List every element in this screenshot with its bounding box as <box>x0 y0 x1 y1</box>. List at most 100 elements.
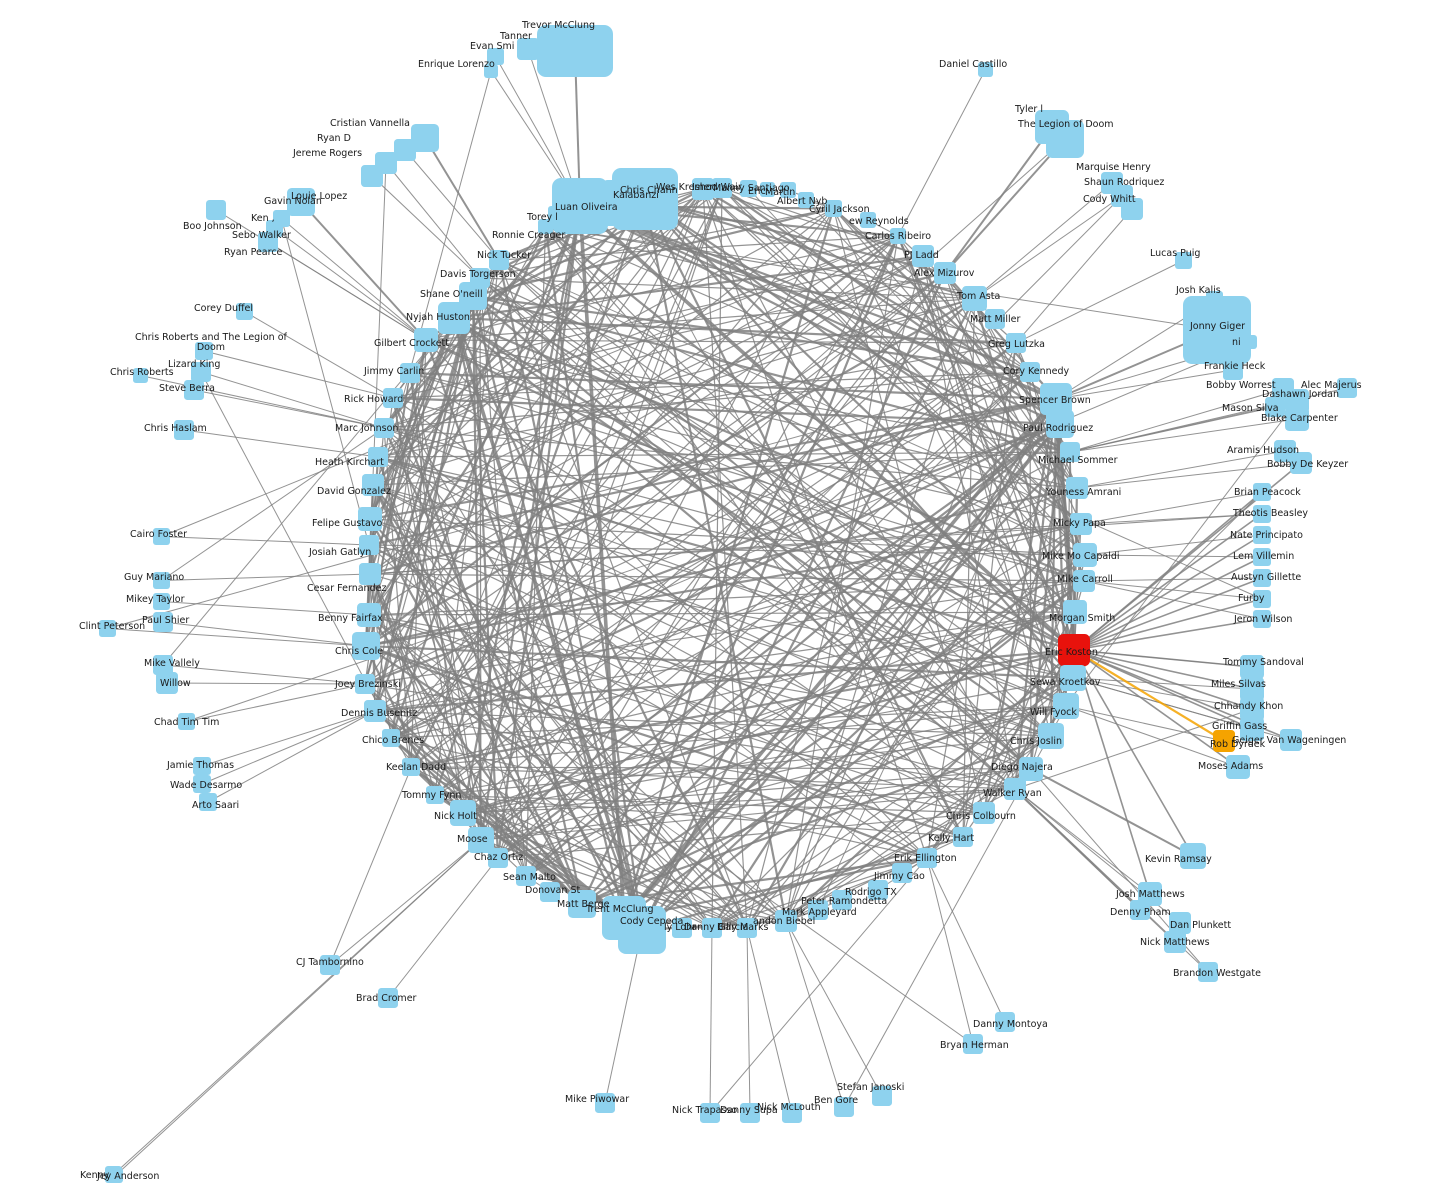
graph-node[interactable] <box>355 674 375 694</box>
graph-node[interactable] <box>1006 333 1026 353</box>
graph-node[interactable] <box>450 800 476 826</box>
graph-node[interactable] <box>1169 912 1191 934</box>
graph-node[interactable] <box>775 910 797 932</box>
graph-node[interactable] <box>195 342 213 360</box>
graph-node[interactable] <box>995 1012 1015 1032</box>
graph-node[interactable] <box>99 620 116 637</box>
graph-node[interactable] <box>287 188 315 216</box>
graph-node[interactable] <box>912 245 934 267</box>
graph-node[interactable] <box>1058 634 1090 666</box>
graph-node[interactable] <box>1253 505 1271 523</box>
graph-node[interactable] <box>1253 569 1271 587</box>
graph-node[interactable] <box>352 632 380 660</box>
graph-node[interactable] <box>153 528 170 545</box>
graph-node[interactable] <box>1180 843 1206 869</box>
graph-node[interactable] <box>737 918 757 938</box>
graph-node[interactable] <box>832 890 852 910</box>
graph-node[interactable] <box>1060 442 1080 462</box>
graph-node[interactable] <box>1046 410 1074 438</box>
graph-node[interactable] <box>258 232 278 252</box>
graph-node[interactable] <box>1040 383 1072 415</box>
graph-node[interactable] <box>517 38 539 60</box>
graph-node[interactable] <box>382 729 400 747</box>
graph-node[interactable] <box>1066 477 1088 499</box>
graph-node[interactable] <box>1164 931 1186 953</box>
graph-node[interactable] <box>1130 900 1150 920</box>
graph-node[interactable] <box>394 139 416 161</box>
graph-node[interactable] <box>985 309 1005 329</box>
graph-node[interactable] <box>740 1103 760 1123</box>
graph-node[interactable] <box>872 1086 892 1106</box>
graph-node[interactable] <box>825 200 842 217</box>
graph-node[interactable] <box>1121 198 1143 220</box>
graph-node[interactable] <box>374 418 394 438</box>
graph-node[interactable] <box>712 178 732 198</box>
graph-node[interactable] <box>193 775 211 793</box>
graph-node[interactable] <box>1020 362 1040 382</box>
graph-node[interactable] <box>364 700 386 722</box>
graph-node[interactable] <box>962 286 987 311</box>
graph-node[interactable] <box>1253 590 1271 608</box>
graph-node[interactable] <box>1226 755 1250 779</box>
graph-node[interactable] <box>199 793 217 811</box>
graph-node[interactable] <box>1253 548 1271 566</box>
graph-node[interactable] <box>1046 120 1084 158</box>
graph-node[interactable] <box>1253 526 1271 544</box>
graph-node[interactable] <box>917 848 937 868</box>
graph-node[interactable] <box>1175 252 1192 269</box>
graph-node[interactable] <box>178 713 195 730</box>
graph-node[interactable] <box>760 182 775 197</box>
graph-node[interactable] <box>357 603 381 627</box>
graph-node[interactable] <box>426 786 444 804</box>
graph-node[interactable] <box>568 890 596 918</box>
graph-node[interactable] <box>595 1093 615 1113</box>
graph-node[interactable] <box>1060 665 1086 691</box>
graph-node[interactable] <box>236 303 253 320</box>
graph-node[interactable] <box>191 362 211 382</box>
graph-node[interactable] <box>780 182 796 198</box>
graph-node[interactable] <box>540 882 560 902</box>
graph-node[interactable] <box>1290 452 1312 474</box>
graph-node[interactable] <box>1053 693 1079 719</box>
graph-node[interactable] <box>692 178 714 200</box>
graph-node[interactable] <box>834 1097 854 1117</box>
graph-node[interactable] <box>206 200 226 220</box>
graph-node[interactable] <box>487 48 504 65</box>
graph-node[interactable] <box>1213 730 1235 752</box>
graph-node[interactable] <box>484 64 498 78</box>
graph-node[interactable] <box>1337 378 1357 398</box>
graph-node[interactable] <box>860 212 876 228</box>
graph-node[interactable] <box>516 866 536 886</box>
graph-node[interactable] <box>368 447 388 467</box>
graph-node[interactable] <box>414 328 438 352</box>
graph-node[interactable] <box>361 165 383 187</box>
graph-node[interactable] <box>1183 296 1251 364</box>
graph-node[interactable] <box>934 262 956 284</box>
graph-node[interactable] <box>963 1034 983 1054</box>
graph-node[interactable] <box>184 380 204 400</box>
graph-node[interactable] <box>892 863 912 883</box>
graph-node[interactable] <box>1038 723 1064 749</box>
graph-node[interactable] <box>890 228 906 244</box>
graph-node[interactable] <box>359 563 381 585</box>
graph-node[interactable] <box>740 180 757 197</box>
graph-node[interactable] <box>400 363 420 383</box>
graph-node[interactable] <box>438 302 470 334</box>
graph-node[interactable] <box>489 250 509 270</box>
graph-node[interactable] <box>538 219 553 234</box>
graph-node[interactable] <box>1073 543 1097 567</box>
graph-node[interactable] <box>548 206 565 223</box>
graph-node[interactable] <box>978 62 993 77</box>
graph-node[interactable] <box>1223 360 1243 380</box>
graph-node[interactable] <box>358 507 382 531</box>
graph-node[interactable] <box>153 593 170 610</box>
graph-node[interactable] <box>537 25 613 77</box>
graph-node[interactable] <box>488 848 508 868</box>
graph-node[interactable] <box>156 672 178 694</box>
graph-node[interactable] <box>383 388 403 408</box>
graph-node[interactable] <box>174 420 194 440</box>
graph-node[interactable] <box>359 535 379 555</box>
graph-node[interactable] <box>808 900 828 920</box>
graph-node[interactable] <box>953 827 973 847</box>
graph-node[interactable] <box>1240 717 1264 741</box>
